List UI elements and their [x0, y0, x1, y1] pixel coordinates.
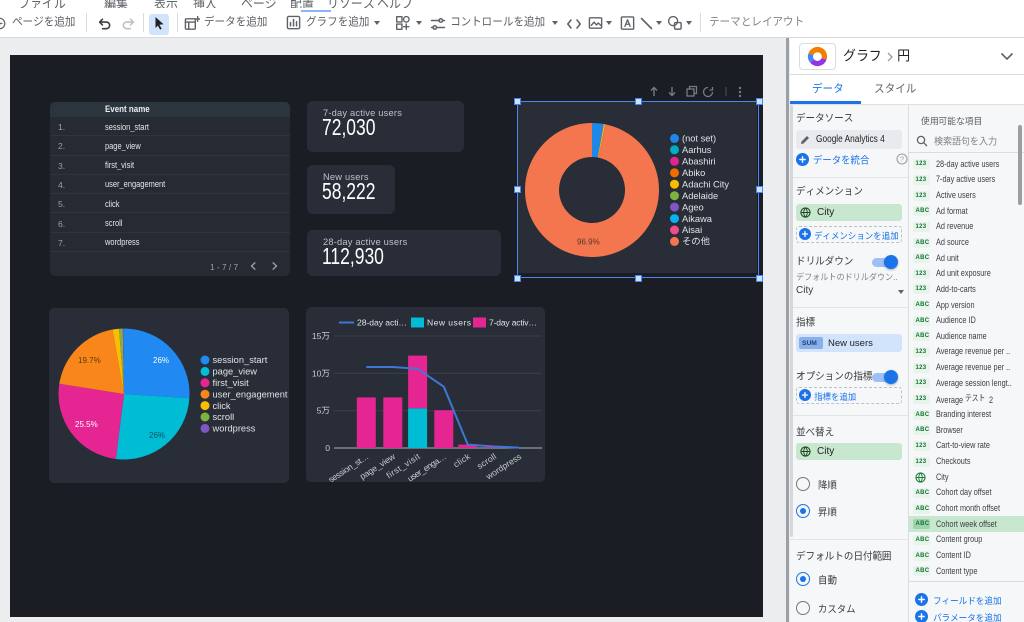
- svg-text:wordpress: wordpress: [212, 421, 256, 435]
- svg-text:Adachi City: Adachi City: [682, 176, 729, 190]
- svg-text:Abiko: Abiko: [682, 165, 705, 179]
- svg-text:scroll: scroll: [213, 409, 235, 423]
- svg-text:Ageo: Ageo: [682, 199, 704, 213]
- svg-text:Abashiri: Abashiri: [682, 154, 716, 168]
- svg-text:19.7%: 19.7%: [78, 355, 101, 366]
- svg-text:96.9%: 96.9%: [577, 237, 600, 248]
- svg-text:5万: 5万: [317, 405, 331, 417]
- svg-text:28-day acti…: 28-day acti…: [357, 317, 407, 329]
- svg-text:Aikawa: Aikawa: [682, 211, 713, 225]
- svg-text:click: click: [213, 398, 231, 412]
- svg-text:(not set): (not set): [682, 131, 716, 145]
- svg-text:25.5%: 25.5%: [75, 419, 98, 430]
- svg-text:user_engagement: user_engagement: [213, 386, 288, 400]
- svg-text:15万: 15万: [312, 330, 331, 342]
- svg-text:click: click: [451, 450, 473, 470]
- svg-text:Adelaide: Adelaide: [682, 188, 718, 202]
- svg-text:26%: 26%: [153, 355, 169, 366]
- svg-text:7-day activ…: 7-day activ…: [489, 317, 537, 329]
- svg-text:?: ?: [900, 154, 904, 165]
- svg-text:session_start: session_start: [213, 352, 268, 366]
- svg-text:10万: 10万: [312, 367, 331, 379]
- svg-text:page_view: page_view: [213, 364, 258, 378]
- svg-text:New users: New users: [427, 317, 471, 329]
- svg-text:first_visit: first_visit: [213, 375, 250, 389]
- svg-text:その他: その他: [682, 234, 710, 248]
- svg-text:Aisai: Aisai: [682, 222, 702, 236]
- svg-text:Aarhus: Aarhus: [682, 142, 712, 156]
- svg-text:0: 0: [325, 442, 330, 454]
- svg-text:26%: 26%: [149, 430, 165, 441]
